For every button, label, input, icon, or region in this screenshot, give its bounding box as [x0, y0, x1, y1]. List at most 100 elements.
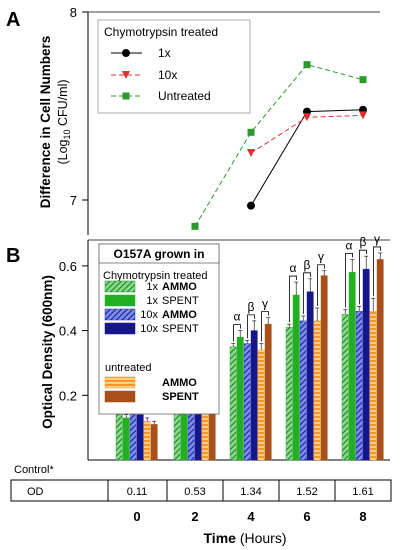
legend-swatch [104, 390, 136, 403]
line-1x [250, 109, 364, 206]
bar-1x-ammo-t4 [229, 346, 237, 461]
point-untreated-t4 [247, 128, 255, 136]
bar-untreated-ammo-t8 [369, 310, 377, 461]
panel-b-plot: αβ γα βγα β γ [115, 232, 384, 461]
control-row-header: OD [27, 486, 44, 498]
bar-untreated-ammo-t6 [313, 320, 321, 461]
panel-b-xtick-0: 0 [133, 509, 140, 524]
legend-swatch [104, 308, 136, 321]
bar-1x-spent-t0 [122, 417, 130, 461]
control-od-8: 1.61 [352, 486, 373, 498]
legend-series-name: AMMO [162, 281, 197, 293]
panel-a-legend: Chymotrypsin treated 1x 10x Untreated [97, 19, 251, 114]
significance-symbol: α [290, 261, 297, 275]
panel-a-legend-title: Chymotrypsin treated [104, 25, 218, 39]
panel-b-legend-title: O157A grown in [114, 247, 205, 261]
legend-swatch [104, 322, 136, 335]
significance-bracket [359, 249, 367, 305]
panel-b-legend-subtitle: Chymotrypsin treated [103, 270, 208, 282]
panel-a-label: A [6, 9, 20, 31]
bar-untreated-spent-t8 [376, 259, 384, 461]
bar-1x-spent-t4 [236, 336, 244, 461]
significance-symbol: β [304, 258, 311, 272]
panel-b-xticks: 0 2 4 6 8 [133, 509, 366, 524]
control-od-2: 0.53 [184, 486, 205, 498]
legend-prefix: 1x [146, 295, 158, 307]
significance-bracket [303, 272, 311, 315]
bar-10x-ammo-t0 [129, 414, 137, 461]
bar-1x-ammo-t6 [285, 327, 293, 461]
significance-symbol: γ [262, 297, 268, 311]
panel-a-ytick-8: 8 [70, 5, 77, 20]
panel-a-ylabel: Difference in Cell Numbers [38, 36, 53, 209]
bar-10x-ammo-t8 [355, 310, 363, 461]
bar-1x-ammo-t0 [115, 414, 123, 461]
point-untreated-t8 [359, 76, 367, 84]
significance-symbol: β [248, 300, 255, 314]
bar-untreated-spent-t6 [320, 275, 328, 461]
panel-a-ytick-7: 7 [70, 193, 77, 208]
significance-symbol: α [234, 310, 241, 324]
legend-series-name: AMMO [162, 377, 197, 389]
legend-swatch [104, 376, 136, 389]
bar-10x-spent-t4 [250, 330, 258, 461]
significance-symbol: γ [318, 250, 324, 264]
legend-prefix: 10x [140, 309, 158, 321]
bar-1x-ammo-t8 [341, 314, 349, 461]
bar-untreated-spent-t4 [264, 323, 272, 461]
significance-bracket [289, 275, 297, 323]
point-untreated-t2 [191, 222, 199, 230]
panel-b-ytick-label: 0.6 [59, 259, 77, 274]
bar-10x-ammo-t6 [299, 320, 307, 461]
panel-b-xtick-6: 6 [303, 509, 310, 524]
panel-b-ytick-label: 0.4 [59, 324, 77, 339]
panel-b-xtick-8: 8 [359, 509, 366, 524]
point-10x-t8 [359, 111, 367, 120]
panel-b-xtick-4: 4 [247, 509, 255, 524]
panel-b-legend-group2: untreated [105, 362, 151, 374]
point-10x-t4 [247, 149, 255, 157]
control-table: OD 0.11 0.53 1.34 1.52 1.61 [10, 479, 392, 502]
bar-1x-spent-t8 [348, 272, 356, 461]
point-1x-t4 [247, 201, 255, 210]
panel-b-xlabel: Time (Hours) [204, 530, 287, 546]
bar-untreated-ammo-t4 [257, 349, 265, 461]
point-untreated-t6 [303, 61, 311, 69]
significance-bracket [373, 246, 381, 297]
legend-prefix: 1x [146, 281, 158, 293]
panel-b-ylabel: Optical Density (600nm) [40, 275, 55, 429]
panel-a-plot [191, 61, 367, 230]
significance-symbol: β [360, 235, 367, 249]
panel-b-xtick-2: 2 [191, 509, 198, 524]
legend-series-name: SPENT [162, 323, 199, 335]
bar-10x-ammo-t4 [243, 343, 251, 461]
panel-b-legend: O157A grown in Chymotrypsin treated untr… [98, 243, 220, 415]
panel-b-label: B [6, 245, 20, 267]
significance-bracket [233, 324, 241, 342]
significance-bracket [345, 253, 353, 308]
legend-swatch [104, 294, 136, 307]
line-untreated [194, 64, 364, 227]
legend-prefix: 10x [140, 323, 158, 335]
legend-series-name: SPENT [162, 295, 199, 307]
bar-10x-spent-t8 [362, 268, 370, 461]
legend-series-name: SPENT [162, 391, 199, 403]
panel-a-ylabel-units: (Log10 CFU/ml) [56, 79, 72, 164]
point-10x-t6 [303, 113, 311, 122]
control-label: Control* [14, 464, 54, 476]
significance-bracket [247, 314, 255, 339]
legend-1x: 1x [158, 46, 171, 60]
bar-10x-spent-t6 [306, 291, 314, 461]
legend-10x: 10x [158, 68, 177, 82]
legend-series-name: AMMO [162, 309, 197, 321]
bar-untreated-spent-t0 [150, 424, 158, 461]
significance-bracket [261, 311, 269, 342]
significance-bracket [317, 264, 325, 306]
legend-untreated: Untreated [158, 89, 211, 103]
control-od-0: 0.11 [127, 486, 148, 498]
control-od-6: 1.52 [296, 486, 317, 498]
bar-10x-spent-t0 [136, 414, 144, 461]
panel-b-ytick-label: 0.2 [59, 388, 77, 403]
legend-swatch [104, 280, 136, 293]
